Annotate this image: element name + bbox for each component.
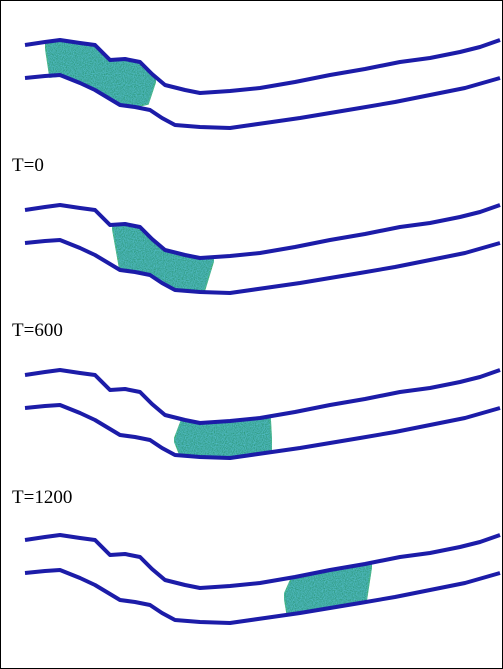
time-label: T=0 bbox=[12, 155, 44, 176]
panel bbox=[23, 38, 502, 130]
panel bbox=[23, 368, 502, 460]
time-label: T=600 bbox=[12, 320, 63, 341]
panel bbox=[23, 203, 502, 295]
panel bbox=[23, 533, 502, 625]
time-label: T=1200 bbox=[12, 487, 72, 508]
